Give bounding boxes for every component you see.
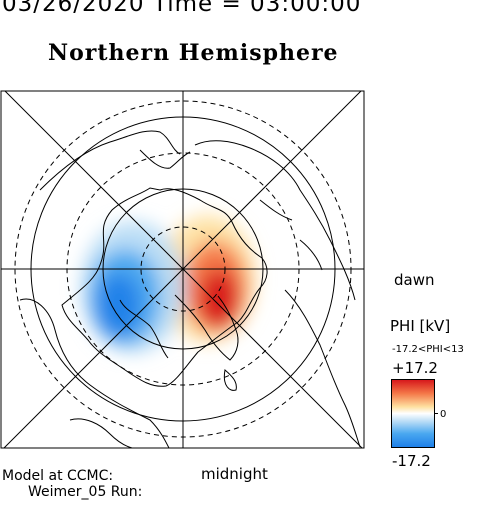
- dawn-cell-core: [199, 269, 239, 329]
- coastline-3: [39, 130, 181, 191]
- model-credit-line2: Weimer_05 Run:: [28, 484, 143, 500]
- coastline-10: [223, 369, 237, 391]
- colorbar-min-label: -17.2: [392, 452, 431, 470]
- colorbar-title: PHI [kV]: [390, 317, 451, 335]
- dusk-cell-core: [97, 273, 141, 337]
- coastline-7: [119, 299, 169, 359]
- coastline-4: [194, 140, 356, 301]
- colorbar-zero-label: 0: [440, 409, 447, 420]
- coastline-6: [174, 294, 239, 361]
- polar-potential-map: [0, 90, 365, 449]
- colorbar: [391, 379, 435, 448]
- colorbar-zero-tick: [434, 413, 438, 414]
- hemisphere-title: Northern Hemisphere: [48, 40, 339, 66]
- coastline-1: [61, 187, 268, 387]
- coastline-12: [139, 149, 191, 169]
- coastline-9: [299, 239, 323, 271]
- colorbar-range-text: -17.2<PHI<13: [392, 344, 464, 355]
- colorbar-max-label: +17.2: [392, 359, 438, 377]
- coastline-2: [19, 298, 170, 448]
- dawn-label: dawn: [394, 271, 435, 289]
- midnight-label: midnight: [201, 465, 268, 483]
- coastline-11: [69, 418, 133, 448]
- coastline-5: [284, 289, 361, 448]
- date-time-header: 03/26/2020 Time = 03:00:00: [2, 0, 362, 17]
- meridian-diag-2: [3, 91, 362, 448]
- model-credit-line1: Model at CCMC:: [2, 468, 114, 484]
- coastline-8: [259, 199, 293, 221]
